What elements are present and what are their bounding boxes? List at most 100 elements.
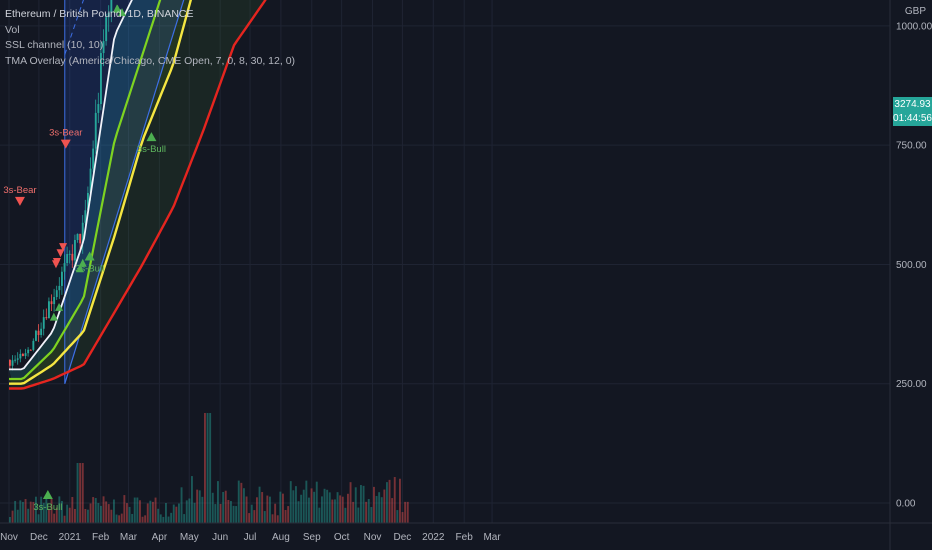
volume-bar xyxy=(302,489,305,523)
bull-marker xyxy=(49,312,58,321)
volume-bar xyxy=(209,413,212,523)
volume-bar xyxy=(48,508,50,523)
volume-bar xyxy=(328,492,331,523)
volume-bar xyxy=(66,504,69,523)
indicator-ssl-channel[interactable]: SSL channel (10, 10) xyxy=(5,39,104,51)
volume-bar xyxy=(323,488,326,523)
volume-bar xyxy=(383,489,386,523)
volume-bar xyxy=(29,501,32,523)
bear-marker xyxy=(51,260,60,269)
candle-body xyxy=(29,349,32,351)
volume-bar xyxy=(401,512,404,523)
volume-bar xyxy=(185,500,188,523)
volume-bar xyxy=(165,502,167,523)
candle-body xyxy=(84,210,87,223)
time-tick: Jul xyxy=(244,532,257,543)
volume-bar xyxy=(276,515,279,523)
volume-bar xyxy=(105,501,108,523)
volume-bar xyxy=(107,504,110,523)
currency-label[interactable]: GBP xyxy=(904,6,926,17)
volume-bar xyxy=(196,489,199,523)
volume-bar xyxy=(146,503,149,523)
candle-body xyxy=(58,285,61,291)
price-tick: 0.00 xyxy=(896,499,916,510)
bull-marker xyxy=(75,264,84,273)
volume-bar xyxy=(128,506,131,523)
symbol-title[interactable]: Ethereum / British Pound, 1D, BINANCE xyxy=(5,8,194,20)
candles xyxy=(9,0,113,371)
volume-bar xyxy=(144,515,147,523)
candle-body xyxy=(27,349,30,354)
volume-bar xyxy=(172,504,175,523)
volume-bar xyxy=(344,507,347,523)
volume-bar xyxy=(94,498,97,523)
volume-bar xyxy=(162,516,165,523)
volume-bar xyxy=(175,506,178,523)
candle-body xyxy=(76,233,79,240)
volume-bar xyxy=(214,504,217,523)
fill-yellow-red xyxy=(9,0,266,389)
volume-bar xyxy=(100,505,102,523)
volume-bar xyxy=(206,413,209,523)
volume-bar xyxy=(154,497,157,523)
volume-bar xyxy=(271,514,274,523)
volume-bar xyxy=(256,497,258,523)
time-tick: May xyxy=(180,532,199,543)
volume-bar xyxy=(74,508,76,523)
volume-bar xyxy=(211,492,214,523)
time-tick: Sep xyxy=(303,532,321,543)
volume-bar xyxy=(300,494,303,523)
candle-body xyxy=(14,359,17,361)
legend: Ethereum / British Pound, 1D, BINANCE Vo… xyxy=(5,7,295,69)
bull-label: 3s-Bull xyxy=(33,502,62,513)
price-tick: 250.00 xyxy=(896,379,927,390)
volume-bar xyxy=(201,496,204,523)
fill-white-green xyxy=(9,0,161,379)
bear-label: 3s-Bear xyxy=(49,128,82,139)
volume-bar xyxy=(331,499,334,523)
candle-body xyxy=(35,330,37,341)
volume-bar xyxy=(373,486,375,523)
candle-body xyxy=(53,297,56,305)
volume-bar xyxy=(139,500,141,523)
bear-marker xyxy=(59,243,68,252)
candle-body xyxy=(22,353,24,356)
volume-bar xyxy=(284,509,287,523)
candle-body xyxy=(61,271,63,286)
candle-body xyxy=(40,328,43,335)
candle-body xyxy=(63,263,66,272)
volume-bar xyxy=(35,496,37,523)
volume-bar xyxy=(58,496,61,523)
candle-body xyxy=(92,148,95,169)
time-tick: Dec xyxy=(394,532,412,543)
volume-bar xyxy=(227,499,230,523)
volume-bar xyxy=(79,463,82,523)
volume-bar xyxy=(170,512,173,523)
volume-bar xyxy=(352,501,355,523)
volume-bar xyxy=(152,501,154,523)
volume-bar xyxy=(354,487,357,523)
indicator-vol[interactable]: Vol xyxy=(5,23,20,36)
volume-bar xyxy=(115,514,118,523)
volume-bar xyxy=(310,488,313,523)
volume-bar xyxy=(380,497,383,523)
candle-body xyxy=(66,254,69,264)
candle-body xyxy=(9,359,11,366)
line-tma_green xyxy=(9,0,162,381)
volume-bar xyxy=(191,476,193,523)
candle-body xyxy=(32,340,35,350)
indicator-tma-overlay[interactable]: TMA Overlay (America/Chicago, CME Open, … xyxy=(5,54,296,67)
volume-bar xyxy=(360,485,362,523)
bear-label: 3s-Bear xyxy=(3,185,36,196)
candle-body xyxy=(87,192,89,211)
volume-bar xyxy=(11,510,14,523)
volume-bars xyxy=(9,413,409,523)
volume-bar xyxy=(97,503,100,523)
volume-bar xyxy=(9,516,11,523)
candle-body xyxy=(42,317,45,329)
time-tick: Mar xyxy=(483,532,501,543)
volume-bar xyxy=(110,509,113,523)
volume-bar xyxy=(393,477,396,523)
candle-body xyxy=(50,301,53,305)
